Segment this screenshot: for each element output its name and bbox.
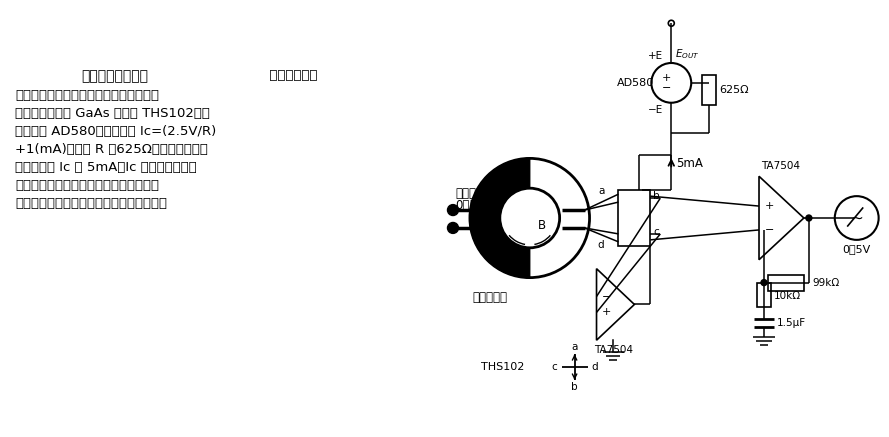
Text: +: +	[602, 307, 611, 317]
Text: c: c	[552, 362, 557, 372]
Text: 10kΩ: 10kΩ	[774, 291, 801, 301]
Text: TA7504: TA7504	[762, 161, 800, 171]
Text: $E_{OUT}$: $E_{OUT}$	[676, 47, 700, 61]
Bar	[768, 274, 804, 291]
Text: +: +	[661, 73, 671, 83]
Text: 0～5V: 0～5V	[843, 244, 871, 254]
Text: b: b	[572, 382, 578, 392]
Text: b: b	[653, 191, 660, 201]
Text: 比。传感器采用 GaAs 材料的 THS102，恒: 比。传感器采用 GaAs 材料的 THS102，恒	[15, 107, 210, 120]
Bar	[619, 190, 651, 246]
Text: 流源采用 AD580，控制电流 Ic=(2.5V/R): 流源采用 AD580，控制电流 Ic=(2.5V/R)	[15, 125, 217, 138]
Text: −: −	[765, 225, 774, 235]
Text: 输入电流: 输入电流	[455, 187, 483, 200]
Circle shape	[447, 222, 459, 233]
Text: +: +	[765, 201, 774, 211]
Text: TA7504: TA7504	[594, 345, 633, 355]
Text: 电位器可使 Ic 为 5mA，Ic 越大则霍尔电压: 电位器可使 Ic 为 5mA，Ic 越大则霍尔电压	[15, 161, 197, 174]
Circle shape	[805, 215, 812, 221]
Text: 625Ω: 625Ω	[719, 85, 749, 95]
Text: AD580: AD580	[616, 78, 653, 88]
Text: 1.5μF: 1.5μF	[777, 318, 806, 328]
Text: 交流电流检测电路: 交流电流检测电路	[81, 69, 148, 83]
Text: 定值为宜。此电路宜用于大电流取样测量。: 定值为宜。此电路宜用于大电流取样测量。	[15, 197, 167, 210]
Text: c: c	[653, 227, 659, 237]
Text: 电路采用霍尔: 电路采用霍尔	[260, 69, 317, 83]
Text: −: −	[661, 83, 671, 93]
Text: B: B	[538, 219, 546, 232]
Bar	[702, 75, 717, 105]
Text: +E: +E	[648, 51, 663, 61]
Text: 铁氧体磁环: 铁氧体磁环	[472, 291, 507, 304]
Text: 越大，但是应考虑发热问题，以按产品规: 越大，但是应考虑发热问题，以按产品规	[15, 179, 159, 192]
Text: a: a	[572, 342, 578, 352]
Text: −E: −E	[648, 105, 663, 115]
Text: 99kΩ: 99kΩ	[813, 277, 840, 288]
Text: 效应的磁敏传感器，输出电压与磁场成正: 效应的磁敏传感器，输出电压与磁场成正	[15, 89, 159, 102]
Text: +1(mA)，式中 R 为625Ω电位器，调节此: +1(mA)，式中 R 为625Ω电位器，调节此	[15, 143, 208, 156]
Text: 5mA: 5mA	[677, 157, 703, 170]
Circle shape	[761, 280, 767, 285]
Text: −: −	[602, 291, 611, 302]
Circle shape	[447, 205, 459, 215]
Text: d: d	[598, 240, 605, 250]
Text: a: a	[598, 186, 605, 196]
Text: 0～50A: 0～50A	[455, 198, 493, 212]
Text: d: d	[591, 362, 597, 372]
Text: THS102: THS102	[481, 362, 525, 372]
Bar	[757, 283, 771, 308]
Text: ~: ~	[851, 211, 863, 225]
Wedge shape	[470, 158, 530, 277]
